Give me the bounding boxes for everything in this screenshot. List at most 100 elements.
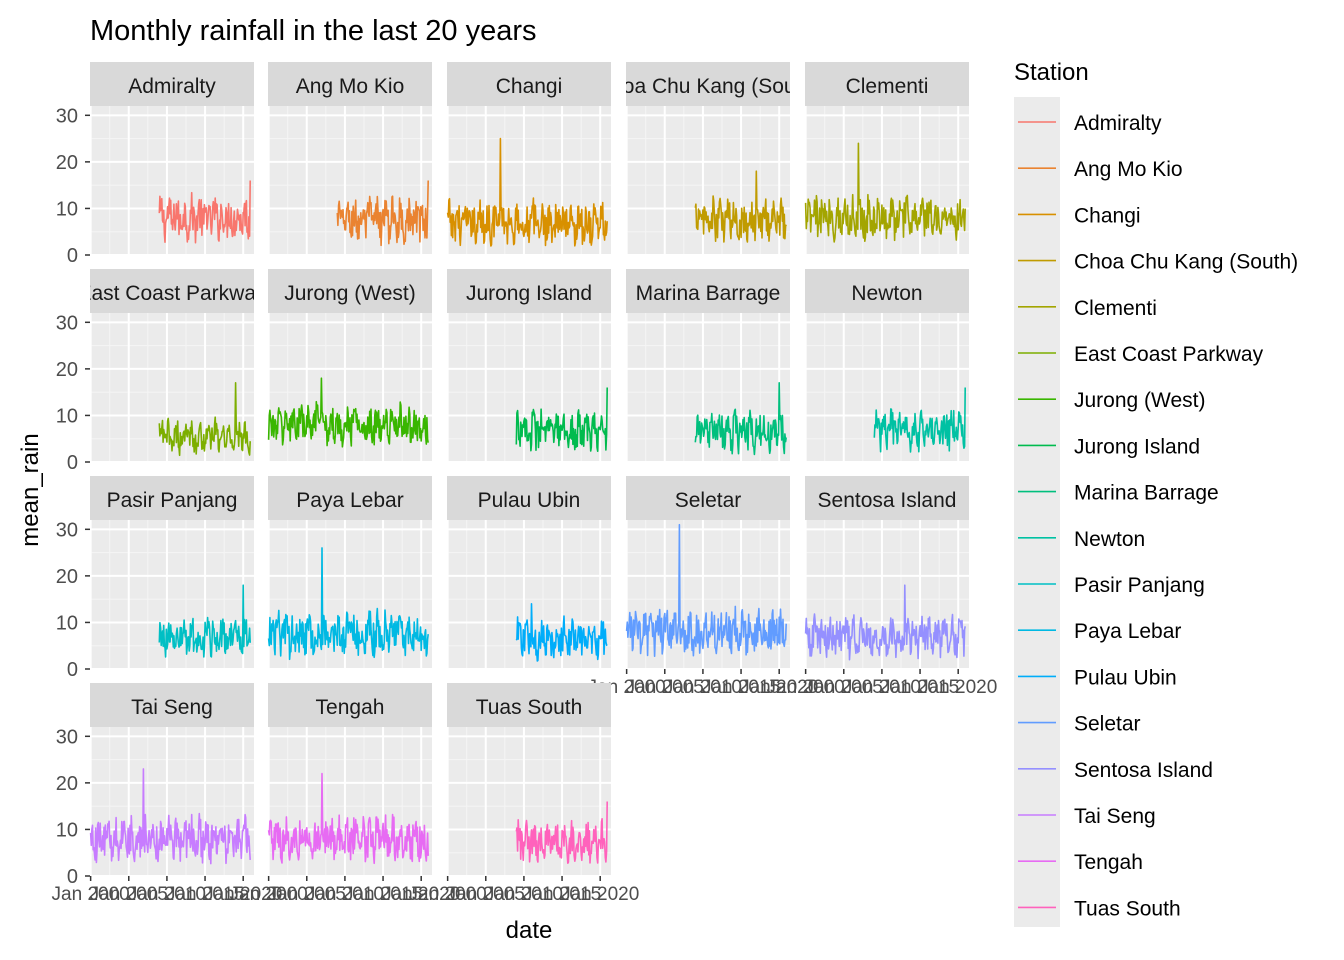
legend-label: Clementi [1074,297,1157,320]
x-tick-label: Jan 2000 [409,884,487,905]
facet-strip-label: Paya Lebar [296,489,403,512]
y-tick-label: 0 [67,866,78,888]
facet-panel: Clementi [804,62,969,256]
y-tick-label: 30 [56,312,78,334]
facet-strip-label: Pasir Panjang [107,489,238,512]
y-tick-label: 20 [56,152,78,174]
facet-panel: Pulau Ubin [446,476,611,670]
x-tick-label: Jan 2015 [702,677,780,698]
series-line [873,387,966,453]
facet-strip-label: Seletar [675,489,742,512]
x-tick-label: Jan 2020 [382,884,460,905]
facet-strip [805,62,969,106]
x-tick-label: Jan 2010 [485,884,563,905]
legend-label: Admiralty [1074,112,1162,135]
y-tick-label: 10 [56,612,78,634]
series-line [336,180,429,247]
facet-strip-label: Tuas South [476,696,583,719]
y-axis-label: mean_rain [17,433,44,546]
panel-background [90,106,254,255]
facet-strip-label: Admiralty [128,75,216,98]
x-tick-label: Jan 2010 [306,884,384,905]
x-tick-label: Jan 2005 [268,884,346,905]
x-tick-label: Jan 2015 [523,884,601,905]
facet-strip-label: Choa Chu Kang (South) [596,75,820,98]
series-line [515,387,608,453]
legend-label: East Coast Parkway [1074,343,1264,366]
legend-label: Changi [1074,204,1141,227]
legend-label: Pulau Ubin [1074,666,1177,689]
facet-strip [805,269,969,313]
facet-strip-label: Jurong (West) [284,282,416,305]
facet-panel: Admiralty 0 10 20 30 [56,62,254,267]
facet-strip [268,683,432,727]
series-line [267,377,429,448]
facet-strip [90,62,254,106]
y-tick-label: 20 [56,773,78,795]
facet-panel: Pasir Panjang 0 10 20 30 [56,476,254,681]
facet-strip [268,476,432,520]
y-tick-label: 30 [56,519,78,541]
x-tick-label: Jan 2020 [204,884,282,905]
y-tick-label: 0 [67,452,78,474]
series-line [267,547,429,661]
facet-strip [805,476,969,520]
x-tick-label: Jan 2010 [128,884,206,905]
x-tick-label: Jan 2020 [919,677,997,698]
facet-panel: Paya Lebar [267,476,432,670]
legend-label: Tuas South [1074,897,1181,920]
facet-strip-label: Jurong Island [466,282,592,305]
facet-strip-label: Clementi [846,75,929,98]
y-tick-label: 20 [56,359,78,381]
panel-background [268,313,432,462]
facet-strip [268,62,432,106]
legend-label: Newton [1074,528,1145,551]
series-line [89,768,251,865]
series-line [158,180,251,244]
facet-panel: Ang Mo Kio [267,62,432,256]
y-tick-label: 10 [56,405,78,427]
y-tick-label: 30 [56,105,78,127]
x-tick-label: Jan 2015 [344,884,422,905]
series-line [515,602,608,662]
panel-background [268,520,432,669]
y-tick-label: 30 [56,726,78,748]
facet-panel: East Coast Parkway 0 10 20 30 [56,269,254,474]
legend-label: Tai Seng [1074,805,1156,828]
chart-title: Monthly rainfall in the last 20 years [90,15,537,47]
series-line [625,523,787,658]
x-tick-label: Jan 2015 [881,677,959,698]
legend: Station Admiralty Ang Mo Kio Changi Choa Ch… [1014,59,1298,927]
facet-strip [626,476,790,520]
series-line [804,142,966,243]
y-tick-label: 0 [67,659,78,681]
y-tick-label: 20 [56,566,78,588]
facet-strip-label: Sentosa Island [818,489,957,512]
facet-panel: Newton [804,269,969,463]
panel-background [626,106,790,255]
legend-key-background [1014,97,1060,927]
legend-label: Tengah [1074,851,1143,874]
facet-strip [447,62,611,106]
legend-label: Jurong Island [1074,435,1200,458]
y-tick-label: 0 [67,245,78,267]
facet-panel: Marina Barrage [625,269,790,463]
facet-strip [626,62,790,106]
x-tick-label: Jan 2005 [805,677,883,698]
series-line [158,584,251,658]
facet-strip-label: Newton [851,282,922,305]
legend-label: Seletar [1074,713,1141,736]
x-tick-label: Jan 2010 [664,677,742,698]
panel-background [90,727,254,876]
series-line [804,584,966,661]
series-line [515,801,608,865]
facet-strip-label: Pulau Ubin [478,489,581,512]
series-line [446,137,608,247]
facet-panel: Choa Chu Kang (South) [596,62,820,256]
facet-strip [90,476,254,520]
